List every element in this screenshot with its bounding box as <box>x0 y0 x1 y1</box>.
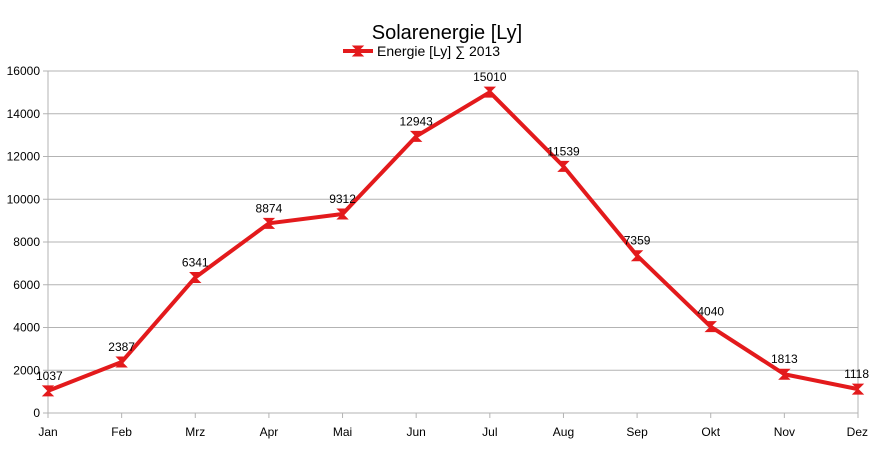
y-tick-label: 8000 <box>13 235 40 249</box>
data-point <box>483 86 497 98</box>
data-point <box>189 271 202 283</box>
legend-marker-icon <box>351 45 365 57</box>
x-tick-label: Apr <box>260 425 279 439</box>
data-label: 12943 <box>399 114 433 128</box>
x-tick-label: Mai <box>333 425 352 439</box>
x-tick-label: Nov <box>774 425 795 439</box>
x-tick-label: Aug <box>553 425 574 439</box>
data-point <box>115 356 128 368</box>
data-point <box>851 383 865 395</box>
y-tick-label: 4000 <box>13 321 40 335</box>
y-axis-tick-labels: 0 2000 4000 6000 8000 10000 12000 14000 16000 <box>7 64 41 420</box>
data-labels: 1037 2387 6341 8874 9312 12943 15010 11539 7359 4… <box>36 70 869 383</box>
data-label: 6341 <box>182 255 209 269</box>
data-label: 1037 <box>36 369 63 383</box>
data-label: 7359 <box>624 234 651 248</box>
y-tick-label: 14000 <box>7 107 41 121</box>
x-tick-label: Okt <box>701 425 720 439</box>
data-points <box>41 86 865 397</box>
data-point <box>557 160 570 172</box>
data-label: 8874 <box>256 201 283 215</box>
legend-label: Energie [Ly] ∑ 2013 <box>377 43 500 59</box>
chart-title: Solarenergie [Ly] <box>372 22 522 44</box>
legend: Energie [Ly] ∑ 2013 <box>343 43 500 59</box>
series-line <box>47 90 859 393</box>
y-tick-label: 12000 <box>7 150 41 164</box>
series <box>47 90 859 393</box>
data-label: 9312 <box>329 192 356 206</box>
x-axis-tick-labels: Jan Feb Mrz Apr Mai Jun Jul Aug Sep Okt Nov Dez <box>38 425 868 439</box>
x-tick-label: Feb <box>111 425 132 439</box>
x-tick-label: Jul <box>482 425 497 439</box>
data-point <box>262 217 276 229</box>
x-tick-label: Jun <box>407 425 426 439</box>
data-point <box>409 130 423 142</box>
y-tick-label: 16000 <box>7 64 41 78</box>
data-label: 11539 <box>547 144 580 158</box>
data-label: 1118 <box>844 367 869 381</box>
y-tick-label: 2000 <box>13 363 40 377</box>
x-tick-label: Sep <box>626 425 648 439</box>
data-label: 2387 <box>108 340 135 354</box>
x-tick-label: Jan <box>38 425 57 439</box>
data-point <box>336 208 349 220</box>
y-tick-label: 6000 <box>13 278 40 292</box>
y-tick-label: 10000 <box>7 192 41 206</box>
x-tick-label: Mrz <box>185 425 205 439</box>
y-tick-label: 0 <box>33 406 40 420</box>
legend-marker <box>351 45 365 57</box>
data-point <box>41 385 55 397</box>
x-tick-label: Dez <box>847 425 868 439</box>
data-point <box>704 321 717 333</box>
data-label: 4040 <box>697 305 724 319</box>
axes <box>43 70 859 418</box>
data-label: 1813 <box>771 352 798 366</box>
data-point <box>778 368 791 380</box>
data-label: 15010 <box>473 70 507 84</box>
data-point <box>630 250 644 262</box>
gridlines <box>48 70 859 413</box>
